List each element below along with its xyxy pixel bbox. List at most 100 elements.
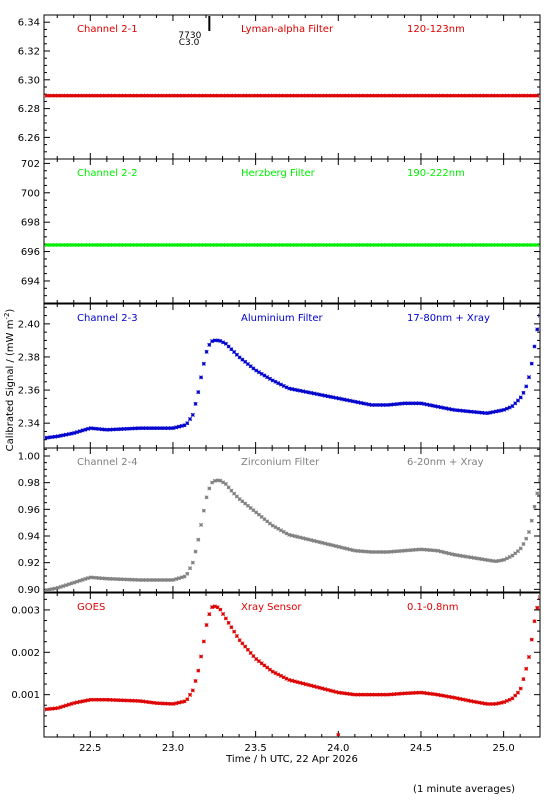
panel-channel-label: GOES bbox=[77, 602, 105, 613]
data-point bbox=[493, 409, 498, 414]
data-point bbox=[460, 697, 465, 702]
data-point bbox=[383, 692, 388, 697]
data-point bbox=[66, 702, 71, 707]
data-point bbox=[185, 242, 190, 247]
data-point bbox=[369, 93, 374, 98]
data-point bbox=[389, 402, 394, 407]
data-point bbox=[88, 697, 93, 702]
data-point bbox=[97, 242, 102, 247]
data-point bbox=[408, 242, 413, 247]
data-point bbox=[518, 93, 523, 98]
data-point bbox=[97, 576, 102, 581]
data-point bbox=[491, 558, 496, 563]
data-point bbox=[72, 430, 77, 435]
data-point bbox=[350, 399, 355, 404]
data-point bbox=[121, 93, 126, 98]
data-point bbox=[58, 242, 63, 247]
data-point bbox=[298, 242, 303, 247]
data-point bbox=[502, 93, 507, 98]
data-point bbox=[471, 93, 476, 98]
x-tick-label: 22.5 bbox=[79, 743, 101, 754]
data-point bbox=[358, 400, 363, 405]
data-point bbox=[485, 558, 490, 563]
data-point bbox=[323, 393, 328, 398]
data-point bbox=[521, 677, 526, 682]
data-point bbox=[367, 93, 372, 98]
data-point bbox=[97, 93, 102, 98]
data-point bbox=[61, 704, 66, 709]
data-point bbox=[267, 521, 272, 526]
data-point bbox=[438, 405, 443, 410]
data-point bbox=[295, 388, 300, 393]
data-point bbox=[309, 538, 314, 543]
panel-channel-label: Channel 2-4 bbox=[77, 457, 138, 468]
data-point bbox=[58, 93, 63, 98]
data-point bbox=[190, 688, 195, 693]
data-point bbox=[364, 549, 369, 554]
data-point bbox=[188, 242, 193, 247]
panel-channel-label: Channel 2-2 bbox=[77, 168, 138, 179]
data-point bbox=[452, 93, 457, 98]
data-point bbox=[77, 242, 82, 247]
data-point bbox=[199, 93, 204, 98]
data-point bbox=[433, 93, 438, 98]
panel-band-label: 17-80nm + Xray bbox=[407, 313, 490, 324]
data-point bbox=[188, 417, 193, 422]
data-point bbox=[207, 342, 212, 347]
data-point bbox=[177, 576, 182, 581]
data-point bbox=[493, 559, 498, 564]
data-point bbox=[149, 426, 154, 431]
x-tick-label: 24.0 bbox=[327, 743, 349, 754]
data-point bbox=[521, 541, 526, 547]
data-point bbox=[485, 242, 490, 247]
data-point bbox=[521, 390, 526, 395]
data-point bbox=[165, 577, 171, 583]
data-point bbox=[160, 577, 165, 583]
data-point bbox=[94, 242, 99, 247]
data-point bbox=[132, 93, 137, 98]
data-point bbox=[312, 538, 317, 543]
data-point bbox=[433, 242, 438, 247]
data-point bbox=[295, 534, 300, 539]
data-point bbox=[243, 93, 248, 98]
data-point bbox=[317, 93, 322, 98]
data-point bbox=[99, 427, 104, 432]
data-point bbox=[513, 242, 518, 247]
data-point bbox=[455, 93, 460, 98]
data-point bbox=[389, 549, 394, 554]
data-point bbox=[121, 577, 126, 582]
data-point bbox=[331, 242, 336, 247]
data-point bbox=[455, 553, 460, 558]
data-point bbox=[477, 700, 482, 705]
data-point bbox=[102, 242, 107, 247]
data-point bbox=[265, 93, 270, 98]
data-point bbox=[281, 383, 286, 388]
data-point bbox=[433, 404, 438, 409]
data-point bbox=[66, 93, 71, 98]
data-point bbox=[413, 242, 419, 247]
data-point bbox=[529, 518, 534, 523]
data-point bbox=[471, 555, 476, 560]
data-point bbox=[75, 579, 80, 584]
y-tick-label: 0.98 bbox=[18, 478, 40, 489]
data-point bbox=[510, 696, 515, 701]
data-point bbox=[248, 242, 253, 247]
panel-channel-2-4: 0.90 0.92 0.94 0.96 0.98 1.00 Channel 2-4 Zirco… bbox=[18, 447, 541, 596]
data-point bbox=[422, 93, 427, 98]
data-point bbox=[325, 394, 330, 399]
data-point bbox=[160, 242, 165, 247]
data-point bbox=[58, 584, 63, 589]
data-point bbox=[77, 93, 82, 98]
data-point bbox=[270, 378, 275, 383]
data-point bbox=[110, 242, 115, 247]
data-point bbox=[411, 401, 416, 406]
data-point bbox=[436, 692, 441, 697]
data-point bbox=[171, 701, 176, 706]
data-point bbox=[378, 402, 383, 407]
data-point bbox=[221, 340, 226, 345]
data-point bbox=[105, 427, 110, 432]
data-point bbox=[394, 549, 399, 554]
data-point bbox=[430, 691, 435, 697]
data-point bbox=[88, 426, 93, 431]
data-point bbox=[320, 540, 325, 545]
